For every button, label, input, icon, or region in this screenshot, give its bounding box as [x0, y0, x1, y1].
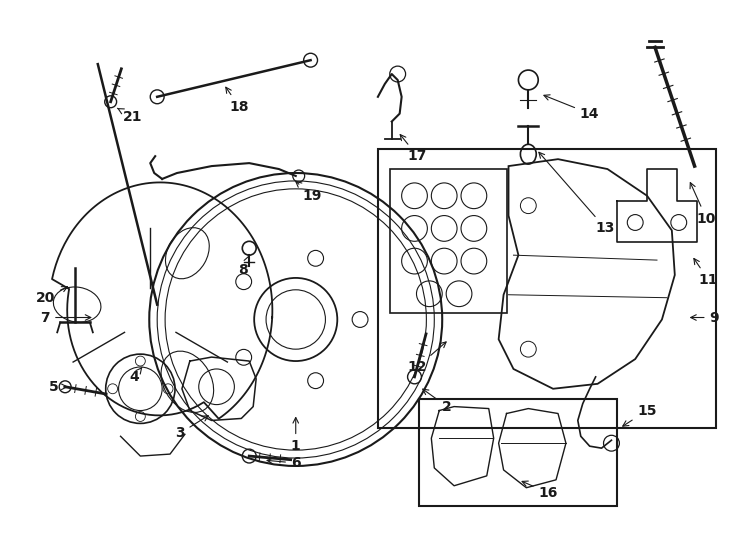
- Text: 21: 21: [117, 108, 142, 124]
- Text: 18: 18: [226, 87, 249, 114]
- Text: 19: 19: [296, 181, 322, 203]
- Text: 20: 20: [36, 287, 68, 305]
- Text: 14: 14: [544, 95, 600, 120]
- Text: 17: 17: [400, 134, 427, 163]
- Text: 4: 4: [129, 367, 142, 384]
- Text: 3: 3: [175, 416, 208, 440]
- Text: 5: 5: [48, 380, 67, 394]
- Text: 8: 8: [239, 256, 250, 277]
- Text: 6: 6: [267, 456, 300, 470]
- Bar: [378, 149, 716, 428]
- Text: 10: 10: [690, 183, 716, 226]
- Text: 9: 9: [691, 310, 719, 325]
- Text: 7: 7: [40, 310, 91, 325]
- Text: 16: 16: [522, 481, 558, 500]
- Text: 2: 2: [423, 389, 452, 414]
- Bar: [390, 169, 506, 313]
- Text: 13: 13: [539, 152, 615, 235]
- Text: 15: 15: [622, 403, 657, 426]
- Bar: [419, 399, 617, 505]
- Text: 11: 11: [694, 259, 718, 287]
- Text: 1: 1: [291, 417, 301, 453]
- Text: 12: 12: [407, 342, 446, 374]
